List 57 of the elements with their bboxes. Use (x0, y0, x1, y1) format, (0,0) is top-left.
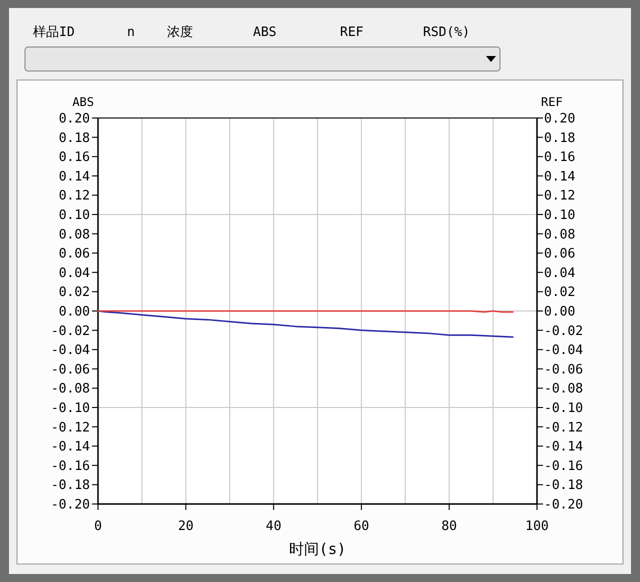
y-axis-title: ABS (72, 95, 94, 109)
y2-tick-label: -0.02 (544, 324, 584, 339)
y2-tick-label: -0.04 (544, 343, 584, 358)
x-tick-label: 80 (441, 519, 458, 534)
y-tick-label: 0.08 (58, 227, 90, 242)
y2-tick-label: -0.14 (544, 440, 584, 455)
y2-tick-label: 0.20 (544, 112, 576, 126)
y2-tick-label: -0.12 (544, 420, 584, 436)
y-tick-label: -0.12 (50, 420, 90, 436)
y-tick-label: 0.18 (58, 130, 90, 146)
y-tick-label: 0.06 (58, 246, 90, 262)
y-tick-label: -0.02 (50, 324, 90, 339)
y2-tick-label: -0.16 (544, 458, 584, 474)
x-tick-label: 60 (354, 519, 370, 534)
y-tick-label: 0.10 (58, 208, 90, 223)
y-tick-label: 0.16 (58, 150, 90, 166)
y-tick-label: -0.10 (50, 401, 90, 416)
text: n (127, 25, 135, 40)
x-tick-label: 100 (525, 519, 549, 534)
text: ABS (253, 25, 276, 40)
text: 浓度 (167, 24, 193, 40)
y2-tick-label: 0.18 (544, 130, 576, 146)
y2-tick-label: 0.00 (544, 304, 576, 320)
text: REF (340, 25, 364, 40)
y-tick-label: -0.16 (50, 458, 90, 474)
y2-tick-label: -0.06 (544, 362, 584, 378)
y-tick-label: -0.14 (50, 440, 90, 455)
x-axis-title: 时间(s) (288, 540, 346, 558)
y-tick-label: -0.06 (50, 362, 90, 378)
y2-tick-label: 0.14 (544, 169, 576, 184)
y2-tick-label: 0.04 (544, 266, 576, 281)
y2-tick-label: -0.20 (544, 498, 584, 512)
y2-tick-label: 0.06 (544, 246, 576, 262)
y2-tick-label: 0.02 (544, 285, 576, 300)
y-tick-label: 0.04 (58, 266, 90, 281)
y2-tick-label: -0.18 (544, 478, 584, 494)
y2-tick-label: 0.10 (544, 208, 576, 223)
y-tick-label: 0.00 (58, 304, 90, 320)
x-tick-label: 20 (178, 519, 194, 534)
y-tick-label: -0.18 (50, 478, 90, 494)
y-tick-label: 0.12 (58, 188, 90, 204)
x-tick-label: 40 (266, 519, 282, 534)
text: 样品ID (33, 25, 75, 40)
y-tick-label: 0.02 (58, 285, 90, 300)
y-tick-label: 0.14 (58, 169, 90, 184)
y2-tick-label: 0.08 (544, 227, 576, 242)
x-tick-label: 0 (94, 519, 102, 534)
y-tick-label: -0.08 (50, 382, 90, 397)
y-tick-label: -0.04 (50, 343, 90, 358)
y-tick-label: 0.20 (58, 112, 90, 126)
y2-tick-label: -0.10 (544, 401, 584, 416)
y2-axis-title: REF (541, 95, 563, 109)
y2-tick-label: 0.16 (544, 150, 576, 166)
y2-tick-label: 0.12 (544, 188, 576, 204)
y-tick-label: -0.20 (50, 498, 90, 512)
y2-tick-label: -0.08 (544, 382, 584, 397)
text: RSD(%) (423, 25, 470, 40)
